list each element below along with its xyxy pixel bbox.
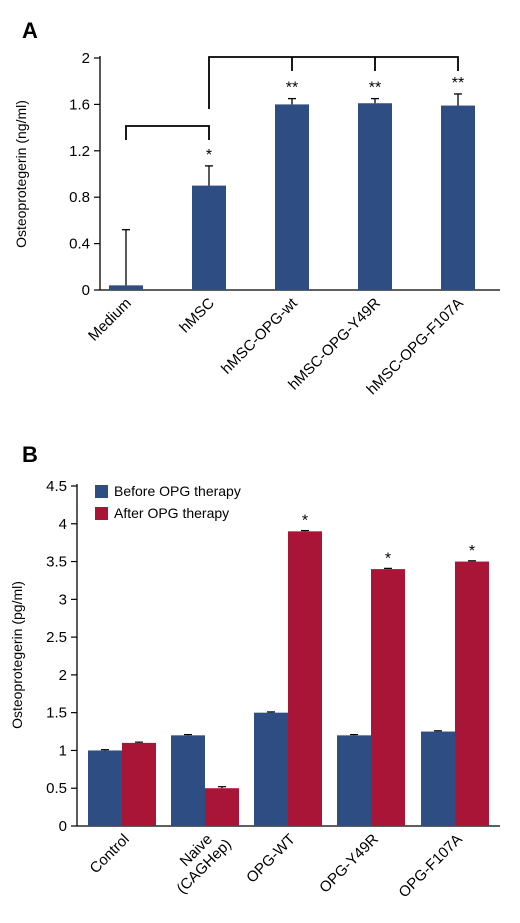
panel-b-bar-before <box>254 712 288 826</box>
panel-b-category-label: Control <box>87 831 133 877</box>
panel-b-bar-after <box>122 742 156 826</box>
panel-b-category-label-line: OPG-F107A <box>395 831 465 901</box>
panel-a-bar <box>358 103 392 291</box>
panel-a-bar <box>109 285 143 290</box>
panel-b-category-label: OPG-F107A <box>395 831 465 901</box>
panel-a-significance-marker: ** <box>452 75 464 92</box>
panel-b-y-tick-label: 4.5 <box>46 478 67 495</box>
panel-b-category-label: Naive(CAGHep) <box>161 824 235 898</box>
panel-b: B Osteoprotegerin (pg/ml) 0 0.5 1 1.5 2 2.5 3 3… <box>9 442 500 901</box>
panel-b-bar-after <box>371 569 405 826</box>
panel-b-significance-marker: * <box>469 543 475 560</box>
panel-b-bar-before <box>421 731 455 826</box>
panel-b-significance-marker: * <box>385 550 391 567</box>
panel-a-category-label: hMSC-OPG-wt <box>218 294 301 377</box>
panel-b-letter: B <box>22 442 38 467</box>
panel-b-bar-before <box>337 735 371 826</box>
panel-b-y-tick-label: 3.5 <box>46 554 67 571</box>
panel-b-y-tick-label: 2.5 <box>46 629 67 646</box>
panel-b-bar-after <box>205 788 239 826</box>
panel-a-y-tick-label: 1.6 <box>69 96 90 113</box>
panel-a-y-tick-label: 2 <box>82 50 90 67</box>
panel-b-y-tick-label: 1 <box>59 742 67 759</box>
panel-b-bar-before <box>171 735 205 826</box>
panel-b-y-tick-label: 4 <box>59 516 67 533</box>
panel-b-bar-before <box>88 750 122 826</box>
panel-a-bar <box>192 185 226 290</box>
panel-b-bar-after <box>455 561 489 826</box>
legend-label-after: After OPG therapy <box>114 505 229 521</box>
panel-b-y-tick-label: 0 <box>59 818 67 835</box>
panel-b-category-label-line: OPG-WT <box>243 831 299 887</box>
panel-b-y-tick-label: 3 <box>59 591 67 608</box>
panel-a-bracket-medium-hmsc <box>125 125 210 140</box>
panel-a-y-axis-label: Osteoprotegerin (ng/ml) <box>13 100 29 248</box>
panel-a-bar <box>275 104 309 291</box>
panel-b-significance-marker: * <box>302 513 308 530</box>
panel-a: A Osteoprotegerin (ng/ml) 0 0.4 0.8 1.2 1.6 2… <box>13 18 500 398</box>
legend-swatch-before <box>95 485 108 498</box>
panel-a-y-tick-label: 1.2 <box>69 143 90 160</box>
panel-b-category-label-line: OPG-Y49R <box>316 831 382 897</box>
panel-a-category-label: Medium <box>85 295 135 345</box>
legend-swatch-after <box>95 507 108 520</box>
panel-a-y-tick-label: 0 <box>82 282 90 299</box>
panel-a-y-tick-label: 0.8 <box>69 189 90 206</box>
panel-b-y-axis-label: Osteoprotegerin (pg/ml) <box>9 581 25 729</box>
panel-b-y-tick-label: 0.5 <box>46 780 67 797</box>
legend-label-before: Before OPG therapy <box>114 483 241 499</box>
panel-b-category-label: OPG-Y49R <box>316 831 382 897</box>
panel-b-y-tick-label: 1.5 <box>46 705 67 722</box>
panel-a-significance-marker: ** <box>369 80 381 97</box>
panel-b-y-tick-label: 2 <box>59 667 67 684</box>
panel-b-bar-after <box>288 531 322 826</box>
panel-a-y-tick-label: 0.4 <box>69 236 90 253</box>
panel-a-bracket-hmsc-opg <box>208 56 459 109</box>
panel-a-letter: A <box>22 18 38 43</box>
panel-b-category-label-line: Control <box>87 831 133 877</box>
panel-a-category-label: hMSC-OPG-Y49R <box>285 295 384 394</box>
panel-b-category-label: OPG-WT <box>243 831 299 887</box>
panel-a-significance-marker: * <box>206 147 212 164</box>
panel-a-category-label: hMSC <box>176 295 218 337</box>
panel-a-significance-marker: ** <box>286 80 298 97</box>
panel-a-bar <box>441 105 475 290</box>
